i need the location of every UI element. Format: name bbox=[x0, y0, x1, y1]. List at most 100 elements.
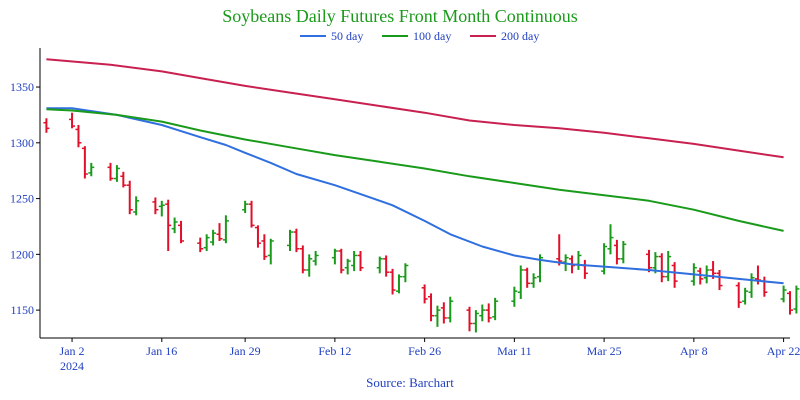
ohlc-bar bbox=[306, 254, 313, 277]
ohlc-bar bbox=[152, 197, 159, 215]
ohlc-bar bbox=[254, 225, 261, 248]
chart-source: Source: Barchart bbox=[366, 375, 454, 390]
ohlc-bar bbox=[703, 265, 710, 284]
legend: 50 day 100 day 200 day bbox=[300, 29, 539, 43]
legend-label-200: 200 day bbox=[501, 29, 539, 43]
ohlc-bar bbox=[351, 251, 358, 272]
ohlc-bar bbox=[472, 310, 479, 333]
ohlc-bar bbox=[376, 256, 383, 274]
ohlc-bar bbox=[742, 287, 749, 305]
y-tick-label: 1150 bbox=[10, 303, 34, 317]
series-line-100-day bbox=[46, 108, 784, 232]
chart-title: Soybeans Daily Futures Front Month Conti… bbox=[222, 6, 578, 26]
legend-label-100: 100 day bbox=[413, 29, 451, 43]
ohlc-bar bbox=[357, 251, 364, 272]
ohlc-bar bbox=[434, 305, 441, 327]
ohlc-bar bbox=[312, 251, 319, 266]
ohlc-bar bbox=[267, 238, 274, 265]
x-tick-label: Jan 29 bbox=[230, 344, 261, 358]
x-tick-label: Mar 25 bbox=[587, 344, 622, 358]
y-tick-label: 1200 bbox=[10, 247, 34, 261]
ohlc-bar bbox=[581, 259, 588, 279]
ohlc-bar bbox=[697, 267, 704, 285]
ohlc-bar bbox=[113, 165, 120, 182]
ohlc-bar bbox=[428, 293, 435, 322]
x-tick-label: Feb 12 bbox=[318, 344, 351, 358]
ohlc-bar bbox=[780, 285, 787, 303]
ohlc-bar bbox=[171, 217, 178, 234]
ohlc-bar bbox=[447, 296, 454, 323]
ohlc-bar bbox=[421, 284, 428, 304]
ohlc-bar bbox=[440, 302, 447, 324]
ohlc-bar bbox=[120, 171, 127, 188]
ohlc-bar bbox=[645, 249, 652, 273]
ohlc-bar bbox=[75, 124, 82, 148]
ohlc-bar bbox=[511, 286, 518, 307]
ohlc-bar bbox=[395, 274, 402, 294]
ohlc-bar bbox=[107, 162, 114, 181]
ohlc-bar bbox=[517, 265, 524, 299]
ohlc-bar bbox=[242, 200, 249, 214]
ohlc-bar bbox=[344, 258, 351, 275]
ohlc-bar bbox=[158, 200, 165, 217]
ohlc-bar bbox=[530, 273, 537, 288]
ohlc-bar bbox=[735, 282, 742, 308]
ohlc-bar bbox=[165, 199, 172, 251]
ohlc-bar bbox=[575, 251, 582, 270]
ohlc-bar bbox=[43, 118, 50, 133]
ohlc-bar bbox=[716, 269, 723, 291]
ohlc-bar bbox=[261, 234, 268, 260]
ohlc-bar bbox=[287, 229, 293, 251]
ohlc-bar bbox=[485, 303, 492, 323]
ohlc-bar bbox=[81, 146, 88, 179]
moving-average-lines bbox=[46, 58, 784, 285]
axes bbox=[39, 48, 790, 339]
ohlc-bar bbox=[133, 196, 140, 216]
ohlc-bar bbox=[466, 306, 473, 332]
y-tick-label: 1300 bbox=[10, 136, 34, 150]
ohlc-bar bbox=[126, 180, 133, 215]
ohlc-bar bbox=[761, 276, 768, 297]
ohlc-bar bbox=[293, 228, 300, 253]
ohlc-bar bbox=[793, 285, 800, 314]
x-tick-label: Feb 26 bbox=[408, 344, 441, 358]
ohlc-bar bbox=[613, 239, 620, 265]
ohlc-bar bbox=[203, 234, 210, 251]
ohlc-bar bbox=[178, 220, 185, 244]
legend-label-50: 50 day bbox=[331, 29, 363, 43]
ohlc-bar bbox=[748, 273, 755, 298]
ohlc-bar bbox=[299, 245, 306, 274]
y-ticks: 1150 1200 1250 1300 1350 bbox=[10, 80, 40, 317]
y-tick-label: 1250 bbox=[10, 192, 34, 206]
ohlc-bar bbox=[216, 223, 223, 241]
ohlc-bar bbox=[402, 263, 409, 283]
x-tick-label: Apr 8 bbox=[680, 344, 708, 358]
x-tick-label: Mar 11 bbox=[497, 344, 532, 358]
ohlc-bar bbox=[524, 267, 531, 288]
ohlc-bars bbox=[43, 112, 800, 333]
ohlc-bar bbox=[331, 248, 338, 265]
series-line-50-day bbox=[46, 107, 784, 285]
ohlc-bar bbox=[88, 162, 95, 177]
ohlc-bar bbox=[658, 253, 665, 283]
ohlc-bar bbox=[556, 234, 563, 266]
y-tick-label: 1350 bbox=[10, 80, 34, 94]
x-tick-sublabel: 2024 bbox=[60, 359, 84, 373]
ohlc-bar bbox=[210, 229, 217, 246]
ohlc-bar bbox=[222, 215, 229, 244]
ohlc-bar bbox=[671, 262, 678, 288]
ohlc-bar bbox=[248, 200, 255, 228]
x-tick-label: Jan 16 bbox=[146, 344, 177, 358]
ohlc-bar bbox=[607, 224, 614, 255]
ohlc-bar bbox=[69, 112, 76, 129]
series-line-200-day bbox=[46, 58, 784, 159]
x-tick-label: Jan 2 bbox=[60, 344, 85, 358]
ohlc-bar bbox=[383, 255, 390, 277]
ohlc-bar bbox=[492, 297, 499, 321]
ohlc-bar bbox=[601, 243, 608, 275]
ohlc-bar bbox=[620, 240, 627, 264]
ohlc-bar bbox=[665, 251, 672, 282]
